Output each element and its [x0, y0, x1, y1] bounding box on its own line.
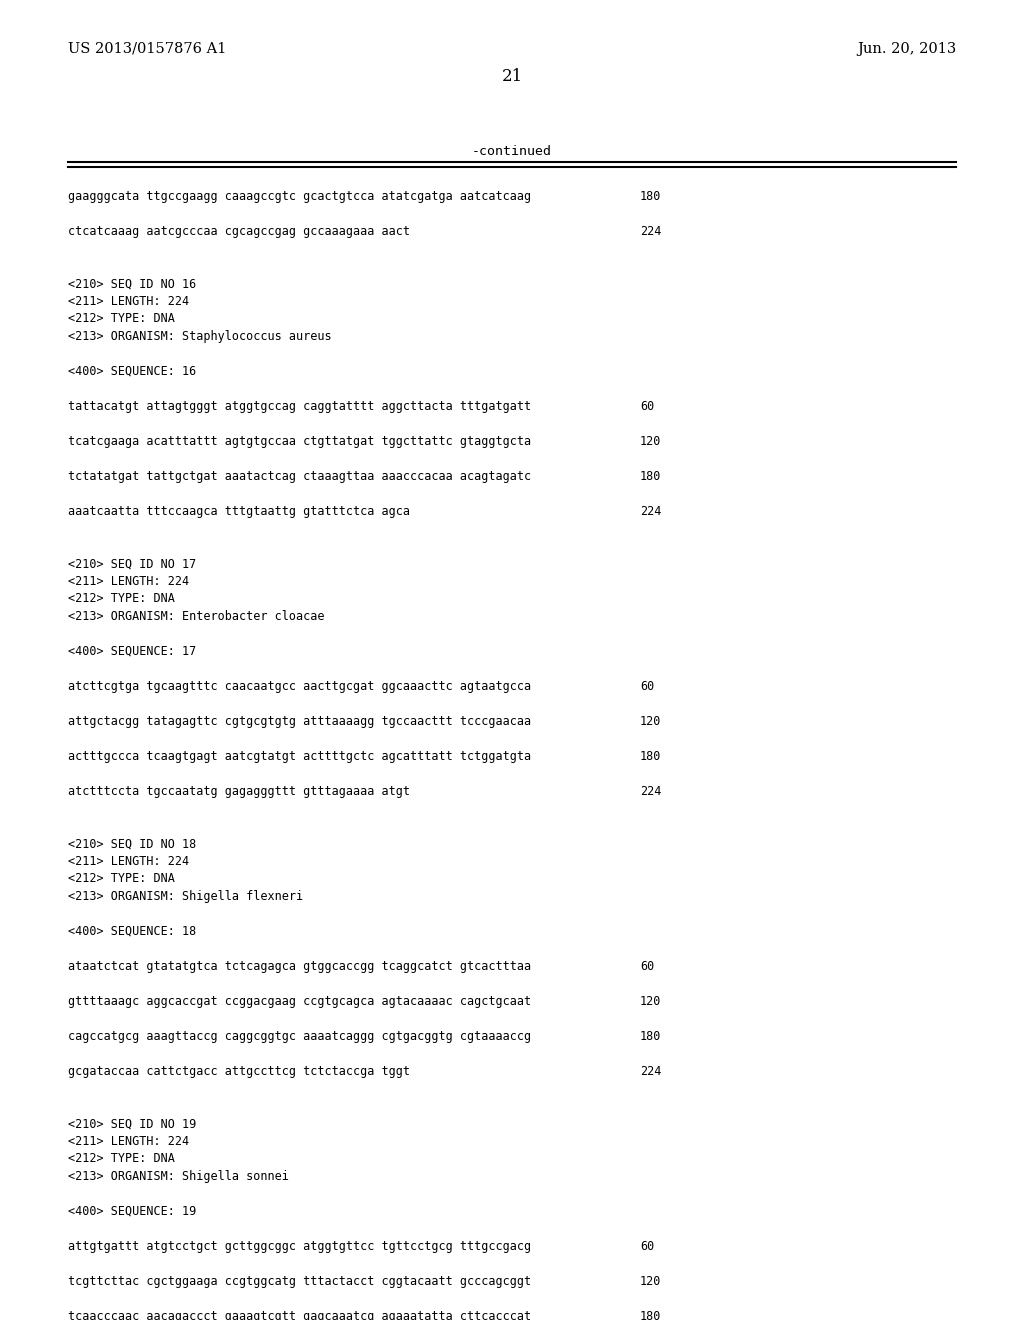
Text: <400> SEQUENCE: 16: <400> SEQUENCE: 16 — [68, 366, 197, 378]
Text: 60: 60 — [640, 400, 654, 413]
Text: 180: 180 — [640, 1030, 662, 1043]
Text: 180: 180 — [640, 470, 662, 483]
Text: 60: 60 — [640, 1239, 654, 1253]
Text: <400> SEQUENCE: 17: <400> SEQUENCE: 17 — [68, 645, 197, 657]
Text: 180: 180 — [640, 1309, 662, 1320]
Text: 180: 180 — [640, 190, 662, 203]
Text: ataatctcat gtatatgtca tctcagagca gtggcaccgg tcaggcatct gtcactttaa: ataatctcat gtatatgtca tctcagagca gtggcac… — [68, 960, 531, 973]
Text: 60: 60 — [640, 960, 654, 973]
Text: <212> TYPE: DNA: <212> TYPE: DNA — [68, 873, 175, 886]
Text: 120: 120 — [640, 436, 662, 447]
Text: 21: 21 — [502, 69, 522, 84]
Text: tattacatgt attagtgggt atggtgccag caggtatttt aggcttacta tttgatgatt: tattacatgt attagtgggt atggtgccag caggtat… — [68, 400, 531, 413]
Text: <210> SEQ ID NO 19: <210> SEQ ID NO 19 — [68, 1118, 197, 1130]
Text: <211> LENGTH: 224: <211> LENGTH: 224 — [68, 294, 189, 308]
Text: <212> TYPE: DNA: <212> TYPE: DNA — [68, 1152, 175, 1166]
Text: <213> ORGANISM: Shigella flexneri: <213> ORGANISM: Shigella flexneri — [68, 890, 303, 903]
Text: 120: 120 — [640, 995, 662, 1008]
Text: attgctacgg tatagagttc cgtgcgtgtg atttaaaagg tgccaacttt tcccgaacaa: attgctacgg tatagagttc cgtgcgtgtg atttaaa… — [68, 715, 531, 729]
Text: 120: 120 — [640, 1275, 662, 1288]
Text: gcgataccaa cattctgacc attgccttcg tctctaccga tggt: gcgataccaa cattctgacc attgccttcg tctctac… — [68, 1065, 410, 1078]
Text: <213> ORGANISM: Enterobacter cloacae: <213> ORGANISM: Enterobacter cloacae — [68, 610, 325, 623]
Text: <212> TYPE: DNA: <212> TYPE: DNA — [68, 593, 175, 606]
Text: <213> ORGANISM: Staphylococcus aureus: <213> ORGANISM: Staphylococcus aureus — [68, 330, 332, 343]
Text: ctcatcaaag aatcgcccaa cgcagccgag gccaaagaaa aact: ctcatcaaag aatcgcccaa cgcagccgag gccaaag… — [68, 224, 410, 238]
Text: tcaacccaac aacagaccct gaaagtcgtt gagcaaatcg agaaatatta cttcacccat: tcaacccaac aacagaccct gaaagtcgtt gagcaaa… — [68, 1309, 531, 1320]
Text: <400> SEQUENCE: 18: <400> SEQUENCE: 18 — [68, 925, 197, 939]
Text: actttgccca tcaagtgagt aatcgtatgt acttttgctc agcatttatt tctggatgta: actttgccca tcaagtgagt aatcgtatgt acttttg… — [68, 750, 531, 763]
Text: 60: 60 — [640, 680, 654, 693]
Text: cagccatgcg aaagttaccg caggcggtgc aaaatcaggg cgtgacggtg cgtaaaaccg: cagccatgcg aaagttaccg caggcggtgc aaaatca… — [68, 1030, 531, 1043]
Text: <212> TYPE: DNA: <212> TYPE: DNA — [68, 313, 175, 326]
Text: US 2013/0157876 A1: US 2013/0157876 A1 — [68, 42, 226, 55]
Text: Jun. 20, 2013: Jun. 20, 2013 — [857, 42, 956, 55]
Text: <211> LENGTH: 224: <211> LENGTH: 224 — [68, 1135, 189, 1148]
Text: <211> LENGTH: 224: <211> LENGTH: 224 — [68, 855, 189, 869]
Text: 180: 180 — [640, 750, 662, 763]
Text: <211> LENGTH: 224: <211> LENGTH: 224 — [68, 576, 189, 587]
Text: attgtgattt atgtcctgct gcttggcggc atggtgttcc tgttcctgcg tttgccgacg: attgtgattt atgtcctgct gcttggcggc atggtgt… — [68, 1239, 531, 1253]
Text: 224: 224 — [640, 1065, 662, 1078]
Text: gaagggcata ttgccgaagg caaagccgtc gcactgtcca atatcgatga aatcatcaag: gaagggcata ttgccgaagg caaagccgtc gcactgt… — [68, 190, 531, 203]
Text: tcatcgaaga acatttattt agtgtgccaa ctgttatgat tggcttattc gtaggtgcta: tcatcgaaga acatttattt agtgtgccaa ctgttat… — [68, 436, 531, 447]
Text: <400> SEQUENCE: 19: <400> SEQUENCE: 19 — [68, 1205, 197, 1218]
Text: <210> SEQ ID NO 17: <210> SEQ ID NO 17 — [68, 557, 197, 570]
Text: atctttccta tgccaatatg gagagggttt gtttagaaaa atgt: atctttccta tgccaatatg gagagggttt gtttaga… — [68, 785, 410, 799]
Text: -continued: -continued — [472, 145, 552, 158]
Text: tcgttcttac cgctggaaga ccgtggcatg tttactacct cggtacaatt gcccagcggt: tcgttcttac cgctggaaga ccgtggcatg tttacta… — [68, 1275, 531, 1288]
Text: 120: 120 — [640, 715, 662, 729]
Text: tctatatgat tattgctgat aaatactcag ctaaagttaa aaacccacaa acagtagatc: tctatatgat tattgctgat aaatactcag ctaaagt… — [68, 470, 531, 483]
Text: <210> SEQ ID NO 18: <210> SEQ ID NO 18 — [68, 837, 197, 850]
Text: atcttcgtga tgcaagtttc caacaatgcc aacttgcgat ggcaaacttc agtaatgcca: atcttcgtga tgcaagtttc caacaatgcc aacttgc… — [68, 680, 531, 693]
Text: aaatcaatta tttccaagca tttgtaattg gtatttctca agca: aaatcaatta tttccaagca tttgtaattg gtatttc… — [68, 506, 410, 517]
Text: gttttaaagc aggcaccgat ccggacgaag ccgtgcagca agtacaaaac cagctgcaat: gttttaaagc aggcaccgat ccggacgaag ccgtgca… — [68, 995, 531, 1008]
Text: 224: 224 — [640, 224, 662, 238]
Text: <213> ORGANISM: Shigella sonnei: <213> ORGANISM: Shigella sonnei — [68, 1170, 289, 1183]
Text: 224: 224 — [640, 506, 662, 517]
Text: <210> SEQ ID NO 16: <210> SEQ ID NO 16 — [68, 277, 197, 290]
Text: 224: 224 — [640, 785, 662, 799]
